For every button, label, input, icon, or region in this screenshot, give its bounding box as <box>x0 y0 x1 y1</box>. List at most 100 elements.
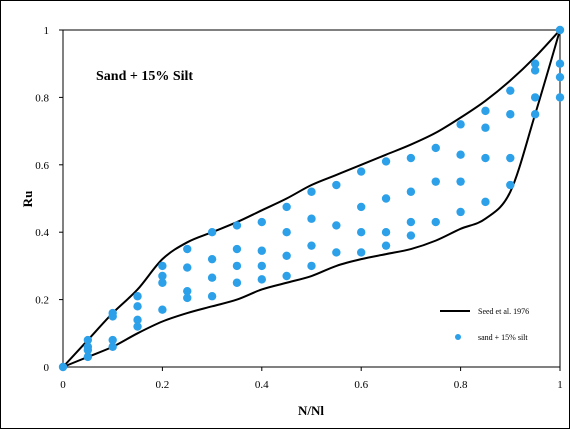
data-point <box>530 59 540 68</box>
data-point <box>257 275 266 284</box>
data-point <box>133 292 142 301</box>
data-point <box>555 72 565 82</box>
data-point <box>332 180 341 190</box>
data-point <box>357 248 366 257</box>
data-point <box>406 231 416 240</box>
x-tick-label: 1 <box>557 379 563 391</box>
legend-label-points: sand + 15% silt <box>478 333 528 342</box>
seed-upper-bound-line <box>62 29 561 368</box>
data-point <box>481 106 490 116</box>
data-point <box>332 248 341 257</box>
data-point <box>431 177 440 186</box>
data-point <box>555 25 565 35</box>
x-tick-label: 0.4 <box>255 379 269 391</box>
data-point <box>282 202 291 212</box>
data-point <box>232 278 242 287</box>
data-point <box>108 342 117 351</box>
data-point <box>133 315 142 325</box>
data-point <box>282 271 291 281</box>
x-tick-label: 0.6 <box>354 379 368 391</box>
data-point <box>456 150 465 159</box>
seed-lower-bound-line <box>62 29 561 368</box>
bound-curves <box>62 29 561 368</box>
data-point <box>506 86 515 95</box>
data-point <box>332 221 341 230</box>
y-tick-label: 0.2 <box>35 295 49 307</box>
data-point <box>357 228 366 237</box>
data-point <box>232 244 242 254</box>
x-tick-label: 0.2 <box>156 379 170 391</box>
y-tick-label: 0 <box>44 362 50 374</box>
y-tick-label: 0.8 <box>35 92 49 104</box>
data-point <box>381 157 391 166</box>
x-axis-ticks: 0 0.2 0.4 0.6 0.8 1 <box>60 367 563 391</box>
data-point <box>456 120 465 129</box>
x-tick-label: 0 <box>60 379 66 391</box>
data-points <box>58 25 565 372</box>
y-tick-label: 0.6 <box>35 160 49 172</box>
data-point <box>83 335 93 345</box>
data-point <box>58 362 68 372</box>
data-point <box>506 110 515 119</box>
data-point <box>133 302 142 311</box>
data-point <box>481 197 490 207</box>
data-point <box>406 153 416 163</box>
y-tick-label: 0.4 <box>35 227 49 239</box>
data-point <box>158 278 167 287</box>
legend: Seed et al. 1976 sand + 15% silt <box>438 302 556 350</box>
data-point <box>381 228 391 237</box>
data-point <box>431 217 440 227</box>
data-point <box>530 66 540 75</box>
data-point <box>232 221 242 230</box>
data-point <box>183 244 192 254</box>
data-point <box>83 352 93 362</box>
data-point <box>481 153 490 163</box>
data-point <box>108 335 117 345</box>
data-point <box>207 254 217 264</box>
data-point <box>207 292 217 301</box>
data-point <box>257 246 266 255</box>
data-point <box>456 207 465 217</box>
data-point <box>207 273 217 282</box>
data-point <box>406 187 416 196</box>
data-point <box>431 143 440 153</box>
data-point <box>183 263 192 272</box>
data-point <box>381 194 391 203</box>
data-point <box>381 241 391 250</box>
x-tick-label: 0.8 <box>454 379 468 391</box>
plot-area <box>62 29 561 368</box>
data-point <box>357 167 366 176</box>
data-point <box>406 217 416 227</box>
data-point <box>257 217 266 227</box>
legend-point-swatch <box>455 334 461 340</box>
y-tick-label: 1 <box>44 25 50 37</box>
data-point <box>183 286 192 296</box>
data-point <box>530 110 540 119</box>
data-point <box>456 177 465 186</box>
data-point <box>282 228 291 237</box>
legend-label-seed: Seed et al. 1976 <box>478 307 529 316</box>
data-point <box>257 261 266 271</box>
y-axis-ticks: 0 0.2 0.4 0.6 0.8 1 <box>35 25 63 374</box>
data-point <box>481 123 490 132</box>
data-point <box>133 322 142 331</box>
data-point <box>506 153 515 163</box>
data-point <box>555 59 565 68</box>
data-point <box>307 187 316 196</box>
data-point <box>158 271 167 281</box>
data-point <box>357 202 366 212</box>
data-point <box>530 93 540 102</box>
data-point <box>232 261 242 271</box>
x-axis-title: N/Nl <box>298 403 324 418</box>
data-point <box>307 241 316 250</box>
data-point <box>307 261 316 271</box>
data-point <box>506 180 515 190</box>
data-point <box>158 261 167 271</box>
data-point <box>83 345 93 355</box>
data-point <box>307 214 316 223</box>
data-point <box>555 93 565 102</box>
chart-annotation: Sand + 15% Silt <box>96 69 193 84</box>
